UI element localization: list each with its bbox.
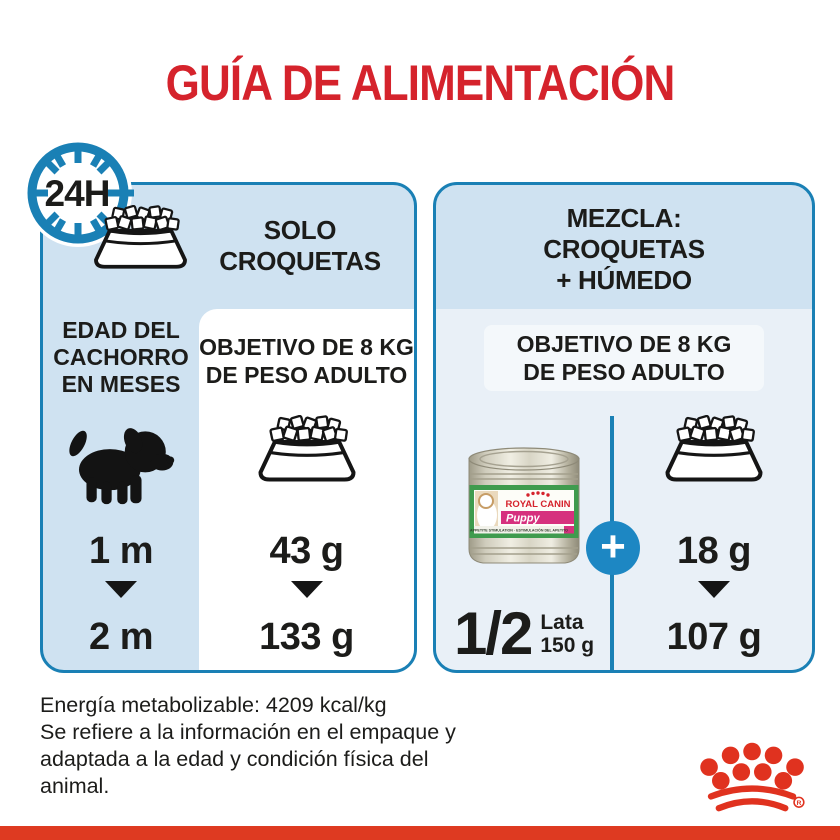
down-arrow-icon xyxy=(290,581,323,598)
age-start: 1 m xyxy=(89,530,153,572)
wet-unit: Lata xyxy=(540,610,584,634)
royal-canin-crest-logo: R xyxy=(688,730,820,814)
footer-notes: Energía metabolizable: 4209 kcal/kg Se r… xyxy=(40,692,520,800)
dry-portion-box: OBJETIVO DE 8 KG DE PESO ADULTO 43 g 133… xyxy=(199,309,414,670)
right-panel-header: MEZCLA: CROQUETAS + HÚMEDO xyxy=(543,203,705,295)
age-column: EDAD DEL CACHORRO EN MESES 1 m 2 m xyxy=(43,309,199,670)
left-objective: OBJETIVO DE 8 KG DE PESO ADULTO xyxy=(199,334,414,388)
wet-amount: 1/2 xyxy=(453,600,533,667)
dry-end: 133 g xyxy=(259,616,354,658)
wet-portion: 1/2 Lata 150 g xyxy=(436,599,612,668)
can-brand-text: ROYAL CANIN xyxy=(506,499,571,510)
right-objective: OBJETIVO DE 8 KG DE PESO ADULTO xyxy=(516,331,732,385)
panel-mezcla-croquetas-humedo: MEZCLA: CROQUETAS + HÚMEDO OBJETIVO DE 8… xyxy=(433,182,815,673)
wet-can-image: ROYAL CANIN Puppy APPETITE STIMULATION ·… xyxy=(436,445,612,576)
can-product-text: Puppy xyxy=(506,513,540,525)
mix-kibble-column: 18 g 107 g xyxy=(616,309,812,670)
age-column-label: EDAD DEL CACHORRO EN MESES xyxy=(53,317,189,397)
can-small-print: APPETITE STIMULATION · ESTIMULACIÓN DEL … xyxy=(470,528,568,533)
kibble-bowl-icon xyxy=(616,415,812,490)
right-objective-box: OBJETIVO DE 8 KG DE PESO ADULTO xyxy=(484,325,764,391)
wet-can-size: 150 g xyxy=(540,633,595,657)
metabolizable-energy-note: Energía metabolizable: 4209 kcal/kg xyxy=(40,693,387,717)
kibble-bowl-icon xyxy=(199,415,414,490)
plus-icon: + xyxy=(586,521,640,575)
package-info-note: Se refiere a la información en el empaqu… xyxy=(40,720,456,798)
bottom-red-bar xyxy=(0,826,840,840)
puppy-silhouette-icon xyxy=(43,421,199,512)
page-title: GUÍA DE ALIMENTACIÓN xyxy=(165,55,676,111)
panel-solo-croquetas: SOLO CROQUETAS EDAD DEL CACHORRO EN MESE… xyxy=(40,182,417,673)
mix-dry-end: 107 g xyxy=(666,616,762,658)
svg-text:R: R xyxy=(796,800,801,807)
age-end: 2 m xyxy=(89,616,153,658)
down-arrow-icon xyxy=(105,581,137,598)
left-panel-header: SOLO CROQUETAS xyxy=(219,215,381,276)
wet-food-column: ROYAL CANIN Puppy APPETITE STIMULATION ·… xyxy=(436,309,612,670)
clock-label: 24H xyxy=(45,173,110,214)
mix-portion-box: OBJETIVO DE 8 KG DE PESO ADULTO xyxy=(436,309,812,670)
kibble-bowl-icon xyxy=(84,205,197,277)
dry-start: 43 g xyxy=(269,530,344,572)
down-arrow-icon xyxy=(698,581,730,598)
mix-dry-start: 18 g xyxy=(676,530,752,572)
